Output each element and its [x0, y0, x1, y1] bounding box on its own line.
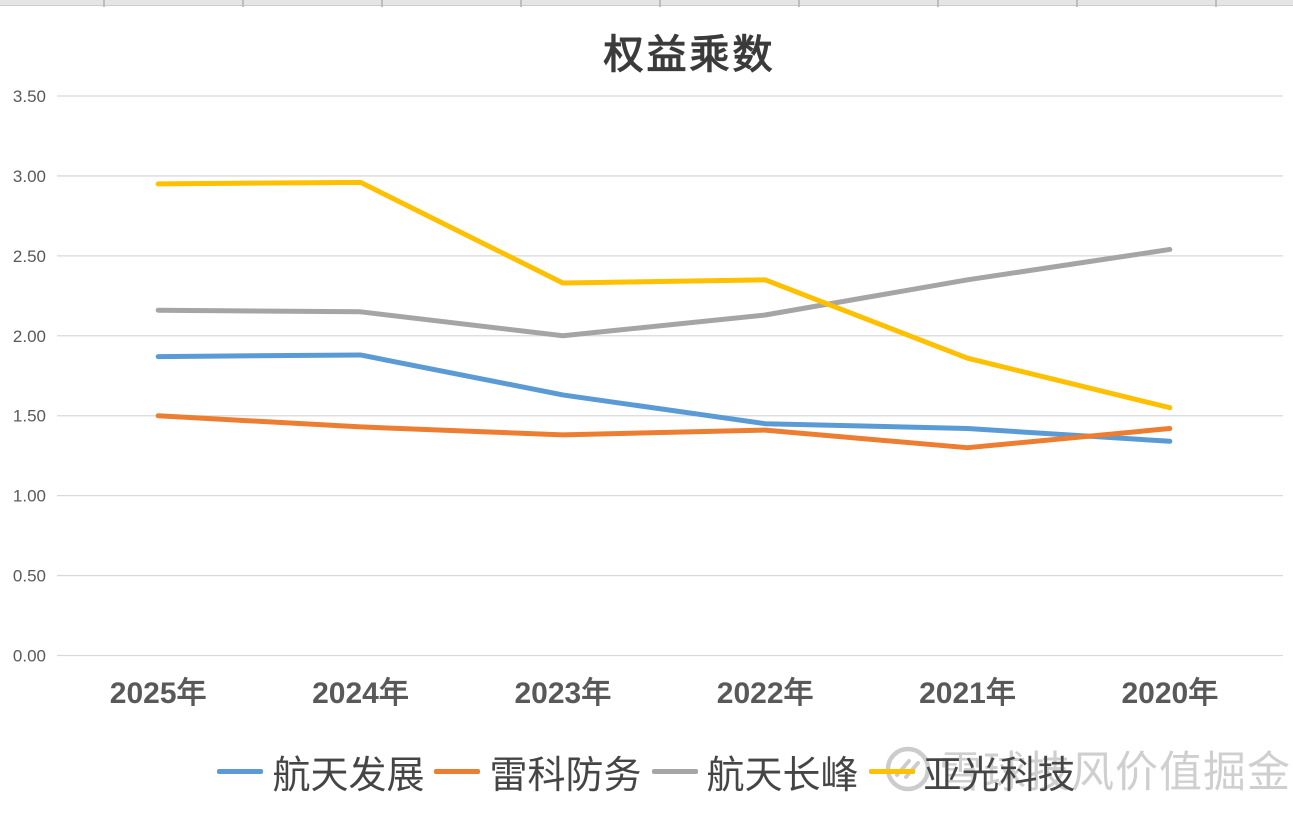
x-axis-label: 2024年: [312, 677, 409, 710]
y-tick-label: 2.50: [13, 247, 46, 266]
strip-notch: [937, 0, 939, 7]
legend-item-3: 亚光科技: [868, 744, 1076, 799]
y-tick-label: 1.50: [13, 407, 46, 426]
x-axis-label: 2021年: [919, 677, 1016, 710]
legend-label-2: 航天长峰: [706, 753, 859, 797]
chart-legend: 航天发展 雷科防务 航天长峰 亚光科技: [0, 744, 1293, 799]
legend-swatch-1: [434, 769, 481, 774]
strip-notch: [1076, 0, 1078, 7]
strip-notch: [242, 0, 244, 7]
legend-item-0: 航天发展: [217, 744, 424, 799]
legend-label-0: 航天发展: [272, 753, 425, 797]
legend-item-2: 航天长峰: [651, 744, 859, 799]
top-edge-strip: [0, 0, 1293, 7]
y-tick-label: 2.00: [13, 327, 46, 346]
legend-label-1: 雷科防务: [489, 753, 642, 797]
legend-swatch-0: [217, 769, 264, 774]
legend-label-3: 亚光科技: [923, 753, 1076, 797]
x-axis-label: 2023年: [514, 677, 611, 710]
strip-notch: [103, 0, 105, 7]
strip-notch: [798, 0, 800, 7]
strip-notch: [659, 0, 661, 7]
series-line-2: [155, 246, 1173, 339]
y-tick-label: 0.50: [13, 567, 46, 586]
series-line-3: [155, 179, 1173, 411]
legend-swatch-2: [651, 769, 698, 774]
series-line-0: [155, 352, 1173, 444]
strip-notch: [520, 0, 522, 7]
legend-item-1: 雷科防务: [434, 744, 642, 799]
y-tick-label: 3.50: [13, 87, 46, 106]
watermark-text: 雪球技风价值掘金: [939, 748, 1291, 798]
legend-swatch-3: [868, 769, 915, 774]
chart-title: 权益乘数: [603, 31, 776, 78]
watermark: 雪球技风价值掘金: [883, 738, 1291, 800]
y-tick-label: 1.00: [13, 487, 46, 506]
strip-notch: [381, 0, 383, 7]
x-axis-label: 2022年: [717, 677, 814, 710]
series-line-1: [155, 413, 1173, 451]
y-tick-label: 3.00: [13, 167, 46, 186]
y-tick-label: 0.00: [13, 647, 46, 666]
x-axis-label: 2020年: [1121, 677, 1218, 710]
x-axis-label: 2025年: [110, 677, 207, 710]
strip-notch: [1215, 0, 1217, 7]
